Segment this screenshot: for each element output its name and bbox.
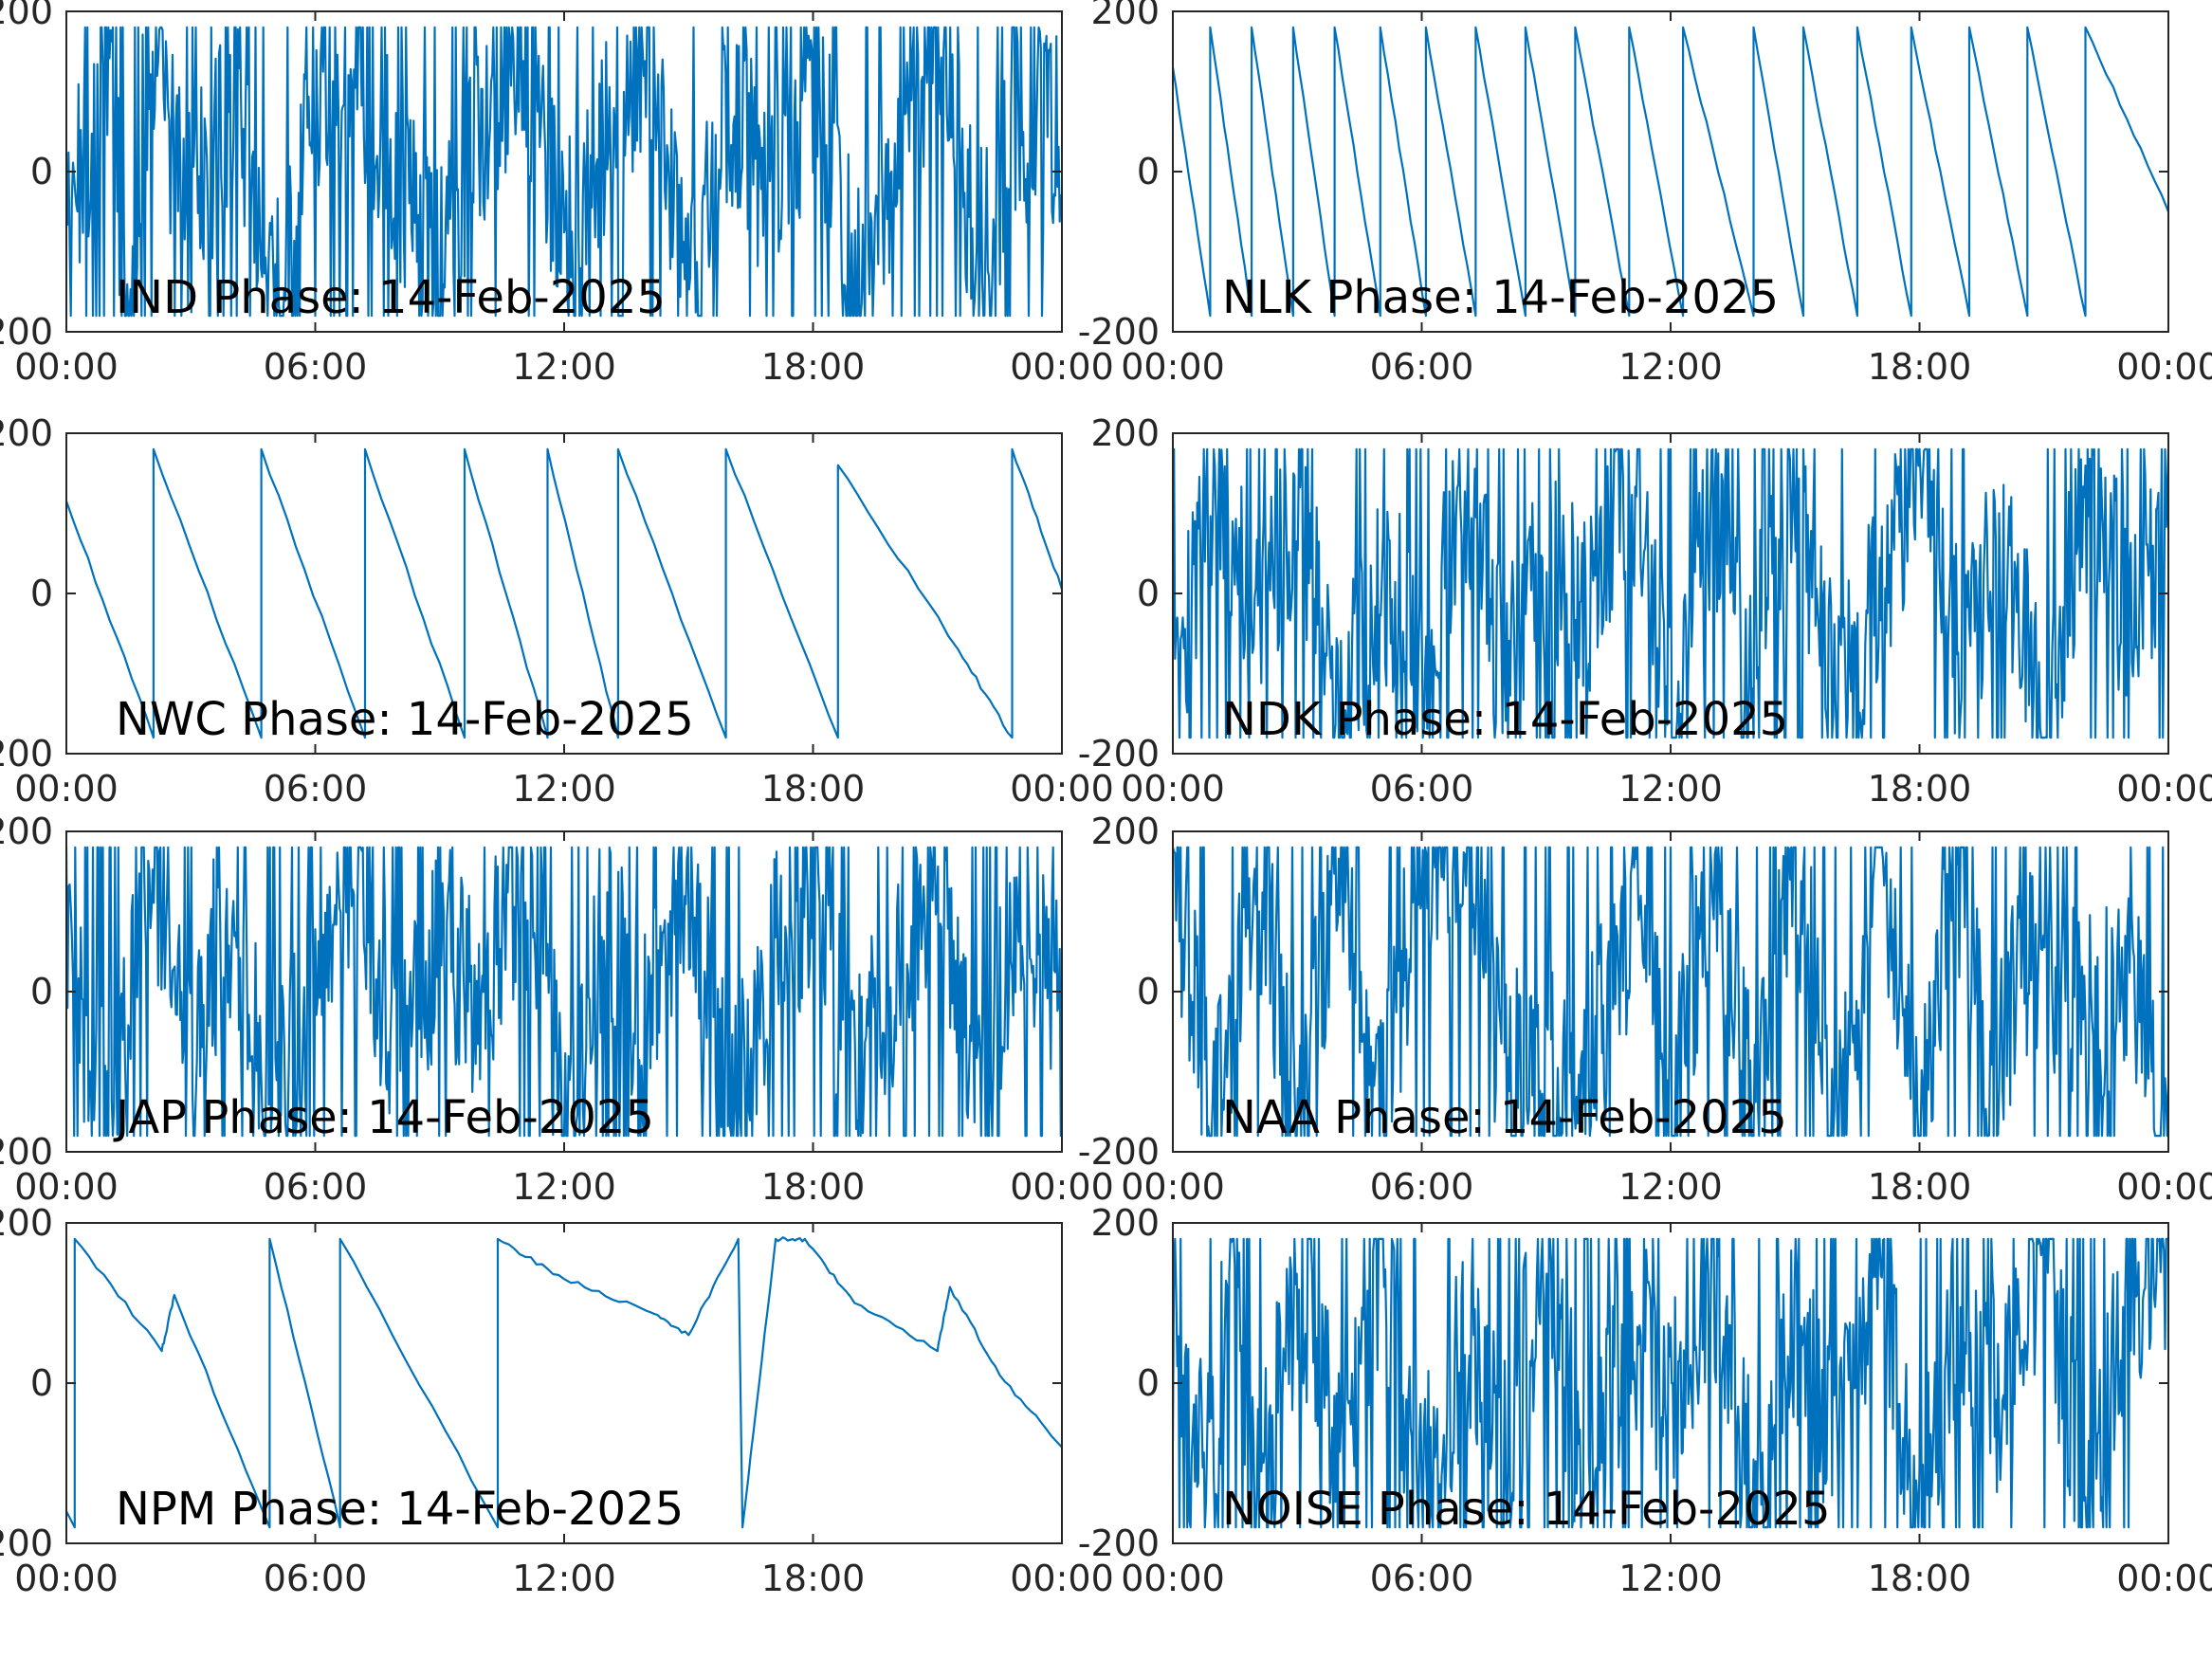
panel-title: IND Phase: 14-Feb-2025 — [116, 271, 666, 324]
x-tick-label: 06:00 — [1370, 768, 1474, 810]
x-tick-label: 18:00 — [761, 1558, 866, 1599]
panel-title: NDK Phase: 14-Feb-2025 — [1222, 693, 1788, 746]
y-tick-label: -200 — [1078, 311, 1160, 353]
series-line — [1173, 447, 2168, 739]
panel-title: NPM Phase: 14-Feb-2025 — [116, 1483, 684, 1536]
y-tick-label: -200 — [1078, 1131, 1160, 1173]
x-tick-label: 00:00 — [1121, 346, 1225, 388]
panel-title: NWC Phase: 14-Feb-2025 — [116, 693, 694, 746]
x-tick-label: 18:00 — [1868, 346, 1972, 388]
x-tick-label: 00:00 — [1010, 1558, 1114, 1599]
x-tick-label: 00:00 — [2116, 346, 2212, 388]
y-tick-label: -200 — [0, 311, 53, 353]
x-tick-label: 00:00 — [1010, 768, 1114, 810]
x-tick-label: 18:00 — [1868, 1558, 1972, 1599]
x-tick-label: 00:00 — [1010, 346, 1114, 388]
x-tick-label: 12:00 — [512, 346, 616, 388]
x-tick-label: 00:00 — [2116, 1558, 2212, 1599]
x-tick-label: 06:00 — [1370, 1558, 1474, 1599]
panel-title: NAA Phase: 14-Feb-2025 — [1222, 1091, 1787, 1144]
y-tick-label: -200 — [0, 733, 53, 775]
series-line — [1173, 846, 2168, 1138]
x-tick-label: 00:00 — [14, 1166, 119, 1208]
x-tick-label: 06:00 — [264, 1558, 368, 1599]
x-tick-label: 06:00 — [264, 346, 368, 388]
x-tick-label: 06:00 — [264, 1166, 368, 1208]
x-tick-label: 18:00 — [761, 346, 866, 388]
y-tick-label: 0 — [30, 573, 53, 614]
plot-area — [66, 433, 1062, 754]
y-tick-label: 0 — [1137, 151, 1160, 192]
x-tick-label: 00:00 — [14, 1558, 119, 1599]
series-line — [1173, 26, 2168, 318]
x-tick-label: 12:00 — [512, 768, 616, 810]
plot-area — [1173, 11, 2168, 332]
y-tick-label: -200 — [1078, 1522, 1160, 1564]
series-line — [66, 1236, 1062, 1529]
y-tick-label: 200 — [0, 811, 53, 852]
x-tick-label: 12:00 — [1618, 1166, 1723, 1208]
y-tick-label: -200 — [0, 1522, 53, 1564]
y-tick-label: 0 — [1137, 573, 1160, 614]
y-tick-label: 0 — [30, 1362, 53, 1404]
y-tick-label: 200 — [0, 1202, 53, 1244]
y-tick-label: 0 — [30, 971, 53, 1012]
x-tick-label: 12:00 — [512, 1558, 616, 1599]
x-tick-label: 12:00 — [512, 1166, 616, 1208]
plot-area — [66, 1223, 1062, 1543]
y-tick-label: 200 — [1090, 1202, 1160, 1244]
panel-title: JAP Phase: 14-Feb-2025 — [113, 1091, 654, 1144]
x-tick-label: 00:00 — [14, 346, 119, 388]
x-tick-label: 18:00 — [1868, 1166, 1972, 1208]
panel-title: NLK Phase: 14-Feb-2025 — [1222, 271, 1779, 324]
y-tick-label: 0 — [1137, 1362, 1160, 1404]
y-tick-label: -200 — [1078, 733, 1160, 775]
x-tick-label: 06:00 — [1370, 1166, 1474, 1208]
y-tick-label: 0 — [1137, 971, 1160, 1012]
x-tick-label: 12:00 — [1618, 1558, 1723, 1599]
x-tick-label: 12:00 — [1618, 346, 1723, 388]
series-line — [1173, 1237, 2168, 1529]
x-tick-label: 00:00 — [1121, 1558, 1225, 1599]
y-tick-label: 0 — [30, 151, 53, 192]
x-tick-label: 00:00 — [1121, 768, 1225, 810]
x-tick-label: 06:00 — [264, 768, 368, 810]
y-tick-label: 200 — [1090, 0, 1160, 32]
x-tick-label: 12:00 — [1618, 768, 1723, 810]
panel-title: NOISE Phase: 14-Feb-2025 — [1222, 1483, 1831, 1536]
y-tick-label: -200 — [0, 1131, 53, 1173]
x-tick-label: 18:00 — [761, 768, 866, 810]
x-tick-label: 00:00 — [1010, 1166, 1114, 1208]
x-tick-label: 00:00 — [2116, 768, 2212, 810]
x-tick-label: 18:00 — [761, 1166, 866, 1208]
x-tick-label: 06:00 — [1370, 346, 1474, 388]
y-tick-label: 200 — [1090, 811, 1160, 852]
y-tick-label: 200 — [0, 0, 53, 32]
series-line — [66, 846, 1062, 1138]
x-tick-label: 00:00 — [2116, 1166, 2212, 1208]
x-tick-label: 00:00 — [1121, 1166, 1225, 1208]
series-line — [66, 26, 1062, 318]
x-tick-label: 18:00 — [1868, 768, 1972, 810]
series-line — [66, 447, 1062, 739]
x-tick-label: 00:00 — [14, 768, 119, 810]
y-tick-label: 200 — [1090, 412, 1160, 454]
y-tick-label: 200 — [0, 412, 53, 454]
